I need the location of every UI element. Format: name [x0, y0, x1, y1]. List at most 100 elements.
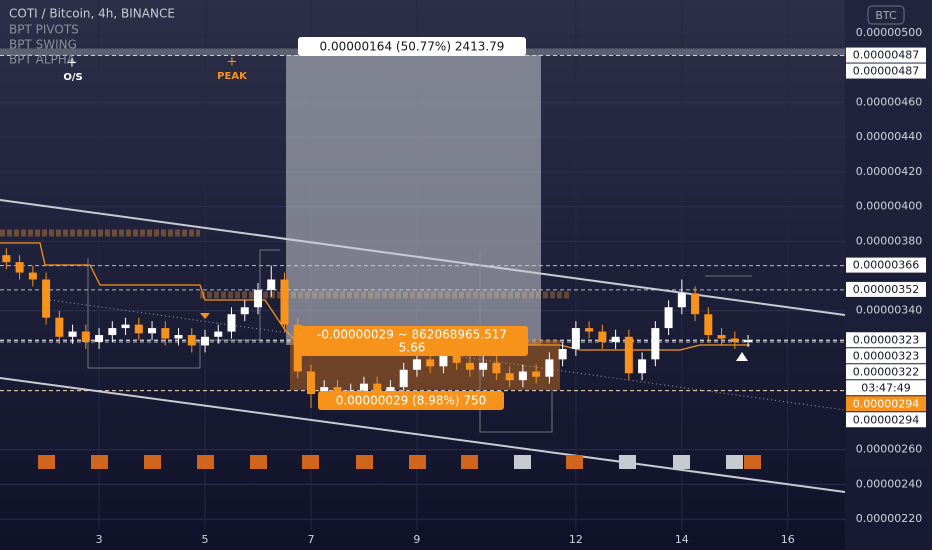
y-tick-label: 0.00000500: [856, 26, 922, 39]
y-tick-label: 0.00000380: [856, 234, 922, 247]
price-label: 0.00000322: [853, 365, 919, 378]
candle-body: [81, 331, 90, 342]
candle-body: [399, 369, 408, 388]
price-label: 0.00000487: [853, 49, 919, 62]
candle-body: [571, 328, 580, 349]
price-label-bg: [846, 332, 926, 348]
indicator: BPT PIVOTS: [9, 23, 79, 37]
candle-body: [479, 362, 488, 370]
swing-line: [0, 242, 750, 351]
candle-body: [611, 336, 620, 342]
signal: [514, 455, 531, 469]
candle-body: [386, 387, 395, 395]
candle-body: [2, 255, 11, 263]
y-tick-label: 0.00000460: [856, 95, 922, 108]
trend-line: [49, 299, 846, 411]
candle-body: [677, 293, 686, 308]
measure-label: 0.00000029 (8.98%) 750: [336, 394, 487, 408]
signal: [726, 455, 743, 469]
candle-body: [598, 331, 607, 342]
y-tick-label: 0.00000220: [856, 512, 922, 525]
countdown-bg: [846, 380, 926, 396]
candle-body: [717, 335, 726, 339]
plus: +: [227, 55, 238, 70]
signal: [461, 455, 478, 469]
y-tick-label: 0.00000400: [856, 200, 922, 213]
signal: [250, 455, 267, 469]
candle-body: [68, 331, 77, 337]
price-label-bg: [846, 63, 926, 79]
indicator: BPT ALPHA: [9, 53, 76, 67]
axes: 0.00000500 0.00000460 0.00000440 0.00000420…: [96, 26, 926, 546]
candle-body: [426, 359, 435, 367]
candle-body: [320, 387, 329, 395]
price-label: 0.00000323: [853, 333, 919, 346]
signal: [144, 455, 161, 469]
candle-body: [505, 373, 514, 381]
candle-body: [280, 279, 289, 325]
candle-body: [412, 359, 421, 370]
signal: [302, 455, 319, 469]
measure-label-bg: [298, 37, 526, 56]
plus: +: [67, 56, 78, 71]
candle-body: [187, 335, 196, 346]
price-label-bg: [846, 257, 926, 273]
x-tick-label: 3: [96, 533, 103, 546]
candle-body: [558, 348, 567, 360]
candle-body: [664, 307, 673, 329]
annotation: PEAK: [217, 71, 248, 82]
candle-body: [28, 272, 37, 280]
candle-body: [651, 328, 660, 360]
candle-body: [254, 289, 263, 308]
price-label: 0.00000294: [853, 413, 919, 426]
candle-body: [148, 328, 157, 334]
price-label: 0.00000487: [853, 65, 919, 78]
price-label-bg: [846, 348, 926, 364]
y-tick-label: 0.00000340: [856, 304, 922, 317]
candle-body: [15, 262, 24, 273]
candle-body: [121, 324, 130, 329]
y-tick-label: 0.00000240: [856, 477, 922, 490]
signal: [409, 455, 426, 469]
candle-body: [638, 359, 647, 374]
chart-title: COTI / Bitcoin, 4h, BINANCE: [9, 7, 175, 21]
x-tick-label: 9: [413, 533, 420, 546]
price-label: 0.00000366: [853, 259, 919, 272]
candle-body: [373, 383, 382, 395]
price-label: 0.00000352: [853, 283, 919, 296]
marker: [200, 313, 210, 319]
annotation: O/S: [63, 72, 82, 83]
trend-line: [0, 377, 846, 493]
candle-body: [704, 314, 713, 336]
trend-line: [0, 199, 846, 316]
candle-body: [545, 359, 554, 377]
candle-body: [585, 328, 594, 332]
candle-body: [452, 355, 461, 363]
price-label: 0.00000323: [853, 349, 919, 362]
price-label-bg: [846, 364, 926, 380]
signal: [356, 455, 373, 469]
signal: [744, 455, 761, 469]
candle-body: [42, 279, 51, 318]
price-axis: [845, 0, 932, 550]
currency[interactable]: BTC: [875, 9, 897, 22]
candle-body: [439, 355, 448, 367]
candle-body: [134, 324, 143, 334]
candle-body: [518, 371, 527, 381]
y-tick-label: 0.00000420: [856, 165, 922, 178]
signal: [619, 455, 636, 469]
candle-body: [227, 314, 236, 332]
countdown: 03:47:49: [861, 381, 910, 394]
price-label-bg: [846, 412, 926, 428]
candle-body: [359, 383, 368, 391]
currency-button[interactable]: [867, 5, 905, 25]
candle-body: [161, 328, 170, 339]
measure-label: 5.66: [399, 341, 426, 355]
candle-body: [492, 362, 501, 374]
candle-body: [95, 335, 104, 342]
signal: [566, 455, 583, 469]
price-label-bg: [846, 281, 926, 297]
candle-body: [201, 336, 210, 346]
candle-body: [55, 317, 64, 337]
